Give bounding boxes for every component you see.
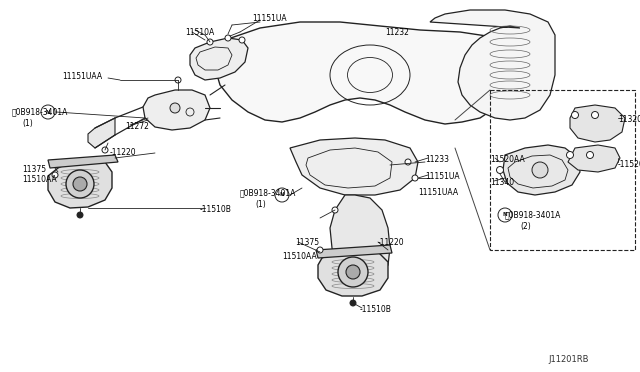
Polygon shape	[430, 10, 555, 120]
Text: N: N	[280, 192, 284, 198]
Circle shape	[239, 37, 245, 43]
Text: ⓝ0B918-3401A: ⓝ0B918-3401A	[12, 107, 68, 116]
Circle shape	[66, 170, 94, 198]
Circle shape	[405, 159, 411, 165]
Polygon shape	[290, 138, 418, 195]
Polygon shape	[190, 38, 248, 80]
Text: ⓝ0B918-3401A: ⓝ0B918-3401A	[505, 210, 561, 219]
Circle shape	[586, 151, 593, 158]
Circle shape	[350, 300, 356, 306]
Text: 11510AA: 11510AA	[22, 175, 57, 184]
Text: 11340: 11340	[490, 178, 514, 187]
Circle shape	[532, 162, 548, 178]
Text: -11520A: -11520A	[618, 160, 640, 169]
Circle shape	[412, 175, 418, 181]
Text: J11201RB: J11201RB	[548, 355, 589, 364]
Circle shape	[102, 147, 108, 153]
Text: 11520AA: 11520AA	[490, 155, 525, 164]
Text: -11510B: -11510B	[360, 305, 392, 314]
Circle shape	[207, 39, 213, 45]
Text: 11232: 11232	[385, 28, 409, 37]
Polygon shape	[568, 145, 620, 172]
Polygon shape	[215, 22, 525, 124]
Text: 11151UAA: 11151UAA	[62, 72, 102, 81]
Circle shape	[52, 172, 58, 178]
Text: 11510A: 11510A	[185, 28, 214, 37]
Text: 11375: 11375	[295, 238, 319, 247]
Circle shape	[498, 208, 512, 222]
Circle shape	[41, 105, 55, 119]
Text: 11510AA: 11510AA	[282, 252, 317, 261]
Text: 11320: 11320	[618, 115, 640, 124]
Text: -11220: -11220	[110, 148, 136, 157]
Polygon shape	[143, 90, 210, 130]
Circle shape	[591, 112, 598, 119]
Circle shape	[338, 257, 368, 287]
Polygon shape	[503, 145, 580, 195]
Text: 11151UAA: 11151UAA	[418, 188, 458, 197]
Circle shape	[572, 112, 579, 119]
Polygon shape	[48, 155, 118, 168]
Text: 11375: 11375	[22, 165, 46, 174]
Circle shape	[332, 207, 338, 213]
Circle shape	[566, 151, 573, 158]
Polygon shape	[316, 245, 392, 258]
Text: (1): (1)	[255, 200, 266, 209]
Text: (2): (2)	[520, 222, 531, 231]
Text: 11233: 11233	[425, 155, 449, 164]
Text: ⓝ0B918-3401A: ⓝ0B918-3401A	[240, 188, 296, 197]
Circle shape	[175, 77, 181, 83]
Text: 11272: 11272	[125, 122, 149, 131]
Text: N: N	[502, 212, 508, 218]
Circle shape	[77, 212, 83, 218]
Polygon shape	[88, 118, 115, 148]
Polygon shape	[570, 105, 625, 142]
Text: 11151UA: 11151UA	[252, 14, 287, 23]
Polygon shape	[330, 195, 390, 285]
Text: (1): (1)	[22, 119, 33, 128]
Text: N: N	[45, 109, 51, 115]
Circle shape	[317, 247, 323, 253]
Circle shape	[73, 177, 87, 191]
Circle shape	[275, 188, 289, 202]
Circle shape	[346, 265, 360, 279]
Text: 11151UA: 11151UA	[425, 172, 460, 181]
Polygon shape	[48, 158, 112, 208]
Circle shape	[225, 35, 231, 41]
Polygon shape	[318, 248, 388, 296]
Circle shape	[170, 103, 180, 113]
Text: -11220: -11220	[378, 238, 404, 247]
Text: -11510B: -11510B	[200, 205, 232, 214]
Circle shape	[497, 167, 504, 173]
